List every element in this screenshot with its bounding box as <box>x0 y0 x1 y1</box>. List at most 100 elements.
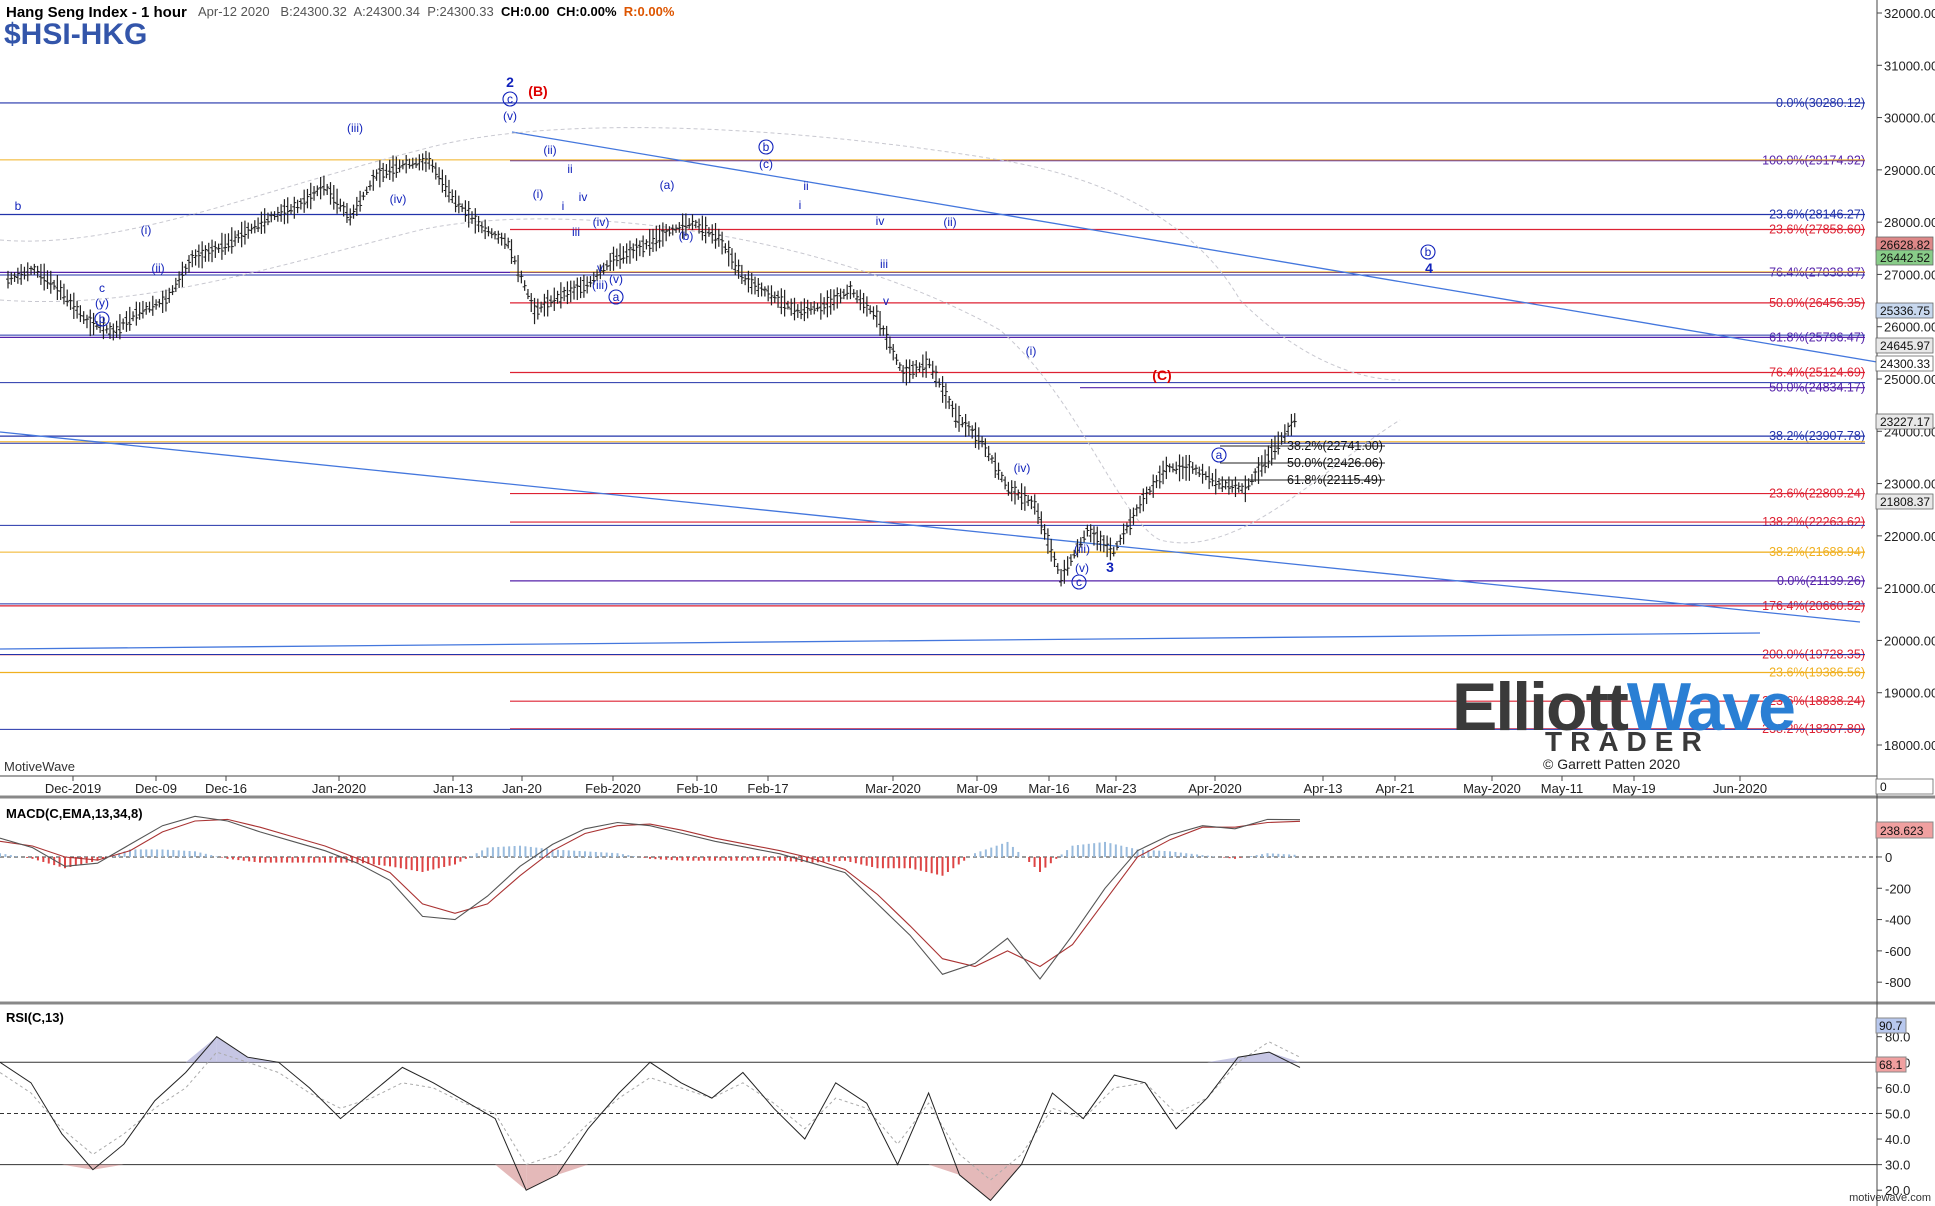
mid-fib-label: 61.8%(22115.49) <box>1287 473 1382 487</box>
rsi-tick-label: 50.0 <box>1885 1106 1910 1121</box>
quote-last: P:24300.33 <box>427 4 494 19</box>
macd-line <box>0 815 1301 980</box>
wave-label: iii <box>880 257 888 271</box>
wave-label: (iii) <box>592 278 608 292</box>
quote-bar: Apr-12 2020 B:24300.32 A:24300.34 P:2430… <box>198 4 674 19</box>
wave-label: ii <box>567 162 572 176</box>
wave-label: (b) <box>679 229 694 243</box>
rsi-tick-label: 40.0 <box>1885 1132 1910 1147</box>
wave-label: c <box>1076 575 1082 589</box>
mid-fib-label: 50.0%(22426.06) <box>1287 456 1383 470</box>
fib-level-label: 23.6%(19386.56) <box>1769 666 1865 680</box>
fib-level-label: 176.4%(20660.52) <box>1762 599 1865 613</box>
price-badge-label: 21808.37 <box>1880 495 1930 509</box>
rsi-overbought-fill <box>1207 1057 1239 1063</box>
wave-label: (iv) <box>390 192 407 206</box>
copyright-text: © Garrett Patten 2020 <box>1543 756 1681 772</box>
quote-change: CH:0.00 <box>500 4 550 19</box>
rsi-badge <box>1875 1017 1907 1034</box>
price-badge <box>1875 337 1934 354</box>
wave-label-circle <box>1211 447 1227 463</box>
fib-level-label: 100.0%(29174.92) <box>1762 154 1865 168</box>
price-badge-label: 24645.97 <box>1880 339 1930 353</box>
wave-label: (i) <box>141 223 152 237</box>
wave-label: (c) <box>759 157 773 171</box>
rsi-oversold-fill <box>495 1164 527 1191</box>
wave-label: (iii) <box>1074 542 1090 556</box>
price-badge-label: 24300.33 <box>1880 357 1930 371</box>
time-tick-label: Apr-21 <box>1375 781 1414 796</box>
wave-label: 3 <box>1106 559 1114 575</box>
lower-trendline <box>0 431 1861 623</box>
wave-label-circle <box>1420 244 1436 260</box>
wave-label: a <box>613 290 620 304</box>
time-tick-label: Feb-17 <box>747 781 788 796</box>
time-tick-label: May-2020 <box>1463 781 1521 796</box>
time-tick-label: Mar-23 <box>1095 781 1136 796</box>
envelope-lower <box>0 218 1401 544</box>
quote-ask: A:24300.34 <box>353 4 420 19</box>
wave-label: b <box>99 312 106 326</box>
price-tick-label: 30000.00 <box>1884 111 1935 126</box>
price-tick-label: 32000.00 <box>1884 6 1935 21</box>
wave-label: ii <box>803 179 808 193</box>
mid-fib-label: 38.2%(22741.00) <box>1287 439 1383 453</box>
wave-label: (v) <box>609 272 623 286</box>
wave-label-circle <box>608 289 624 305</box>
price-tick-label: 22000.00 <box>1884 529 1935 544</box>
price-tick-label: 18000.00 <box>1884 738 1935 753</box>
quote-date: Apr-12 2020 <box>198 4 270 19</box>
wave-labels-layer: 2c(v)(B)(iii)b(i)(ii)c(y)b(iv)(ii)(i)iii… <box>15 74 1436 590</box>
fib-levels-layer: 0.0%(30280.12) 100.0%(29174.92) 23.6%(2814… <box>0 96 1865 736</box>
wave-label: b <box>1425 245 1432 259</box>
price-badge <box>1875 493 1934 510</box>
price-badge <box>1875 249 1934 266</box>
price-badge-label: 26628.82 <box>1880 238 1930 252</box>
fib-level-label: 38.2%(23907.78) <box>1769 429 1865 443</box>
wave-label: b <box>763 140 770 154</box>
footer-url: motivewave.com <box>1849 1192 1931 1204</box>
wave-label: i <box>562 199 565 213</box>
rsi-oversold-fill <box>92 1164 124 1170</box>
wave-label: (iv) <box>593 215 610 229</box>
price-tick-label: 19000.00 <box>1884 686 1935 701</box>
fib-level-label: 23.6%(27858.60) <box>1769 223 1865 237</box>
price-tick-label: 31000.00 <box>1884 58 1935 73</box>
wave-label: (C) <box>1152 367 1171 383</box>
wave-label: (ii) <box>943 215 956 229</box>
time-tick-label: Apr-13 <box>1303 781 1342 796</box>
price-badge-label: 26442.52 <box>1880 251 1930 265</box>
rsi-badge-label: 90.7 <box>1879 1019 1903 1033</box>
wave-label-circle <box>1071 574 1087 590</box>
time-tick-label: Mar-2020 <box>865 781 921 796</box>
price-tick-label: 26000.00 <box>1884 320 1935 335</box>
rsi-overbought-fill <box>1238 1052 1270 1063</box>
macd-value-label: 238.623 <box>1880 824 1924 838</box>
rsi-oversold-fill <box>526 1164 558 1191</box>
wave-label: (ii) <box>151 261 164 275</box>
fib-level-label: 76.4%(25124.69) <box>1769 365 1865 379</box>
time-tick-label: Jan-13 <box>433 781 473 796</box>
wave-label-circle <box>502 91 518 107</box>
time-tick-label: Feb-2020 <box>585 781 641 796</box>
elliott-wave-logo: ElliottWave <box>1452 669 1796 745</box>
quote-range: R:0.00% <box>623 4 675 19</box>
wave-label: (v) <box>1075 561 1089 575</box>
macd-value-badge <box>1875 821 1934 839</box>
quote-change-pct: CH:0.00% <box>556 4 617 19</box>
chart-title: Hang Seng Index - 1 hour <box>6 4 187 21</box>
fib-level-label: 50.0%(26456.35) <box>1769 296 1865 310</box>
rsi-oversold-fill <box>61 1164 93 1170</box>
trendline-layer <box>0 127 1878 650</box>
time-tick-label: Dec-09 <box>135 781 177 796</box>
time-tick-label: Jan-20 <box>502 781 542 796</box>
rsi-badge-label: 68.1 <box>1879 1058 1903 1072</box>
fib-level-label: 50.0%(24834.17) <box>1769 381 1865 395</box>
time-tick-label: Mar-16 <box>1028 781 1069 796</box>
price-tick-label: 23000.00 <box>1884 477 1935 492</box>
price-badge-label: 23227.17 <box>1880 415 1930 429</box>
